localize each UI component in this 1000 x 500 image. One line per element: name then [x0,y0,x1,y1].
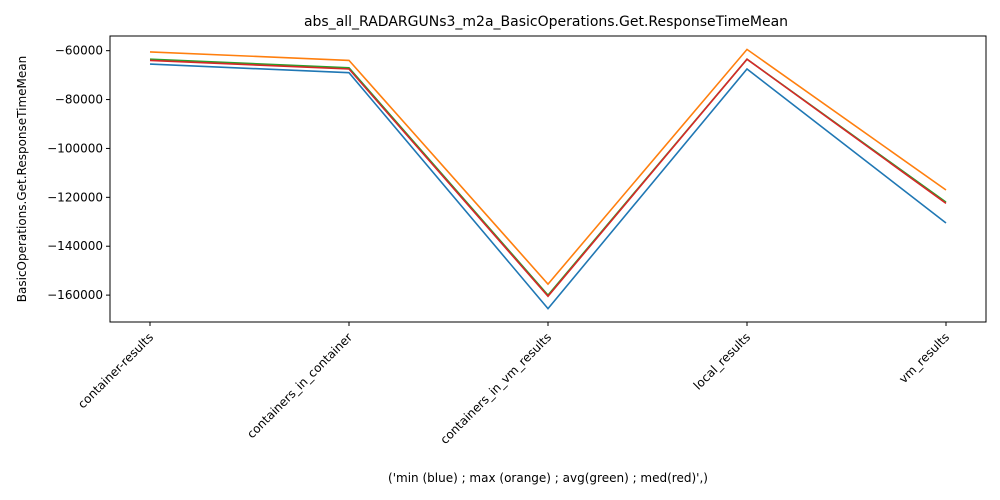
series-line-1 [149,48,947,286]
x-tick-label: vm_results [896,330,952,386]
y-axis: −60000 −80000 −100000 −120000 −140000 −160000 [47,44,110,302]
y-tick-label: −160000 [47,288,103,302]
y-tick-label: −100000 [47,141,103,155]
x-axis: container-results containers_in_container… [75,322,952,447]
y-tick-label: −80000 [55,93,103,107]
x-tick-label: containers_in_container [244,330,355,441]
plot-frame [109,35,987,323]
x-tick-label: local_results [691,330,753,392]
y-tick-label: −140000 [47,239,103,253]
chart-title: abs_all_RADARGUNs3_m2a_BasicOperations.G… [304,14,788,30]
x-axis-label: ('min (blue) ; max (orange) ; avg(green)… [388,471,708,485]
y-tick-label: −120000 [47,190,103,204]
series-line-0 [149,63,947,310]
series-layer [149,48,947,310]
y-axis-label: BasicOperations.Get.ResponseTimeMean [15,56,29,302]
x-tick-label: containers_in_vm_results [437,330,554,447]
series-line-2 [149,58,947,297]
y-tick-label: −60000 [55,44,103,58]
x-tick-label: container-results [75,330,156,411]
series-line-3 [149,58,947,298]
